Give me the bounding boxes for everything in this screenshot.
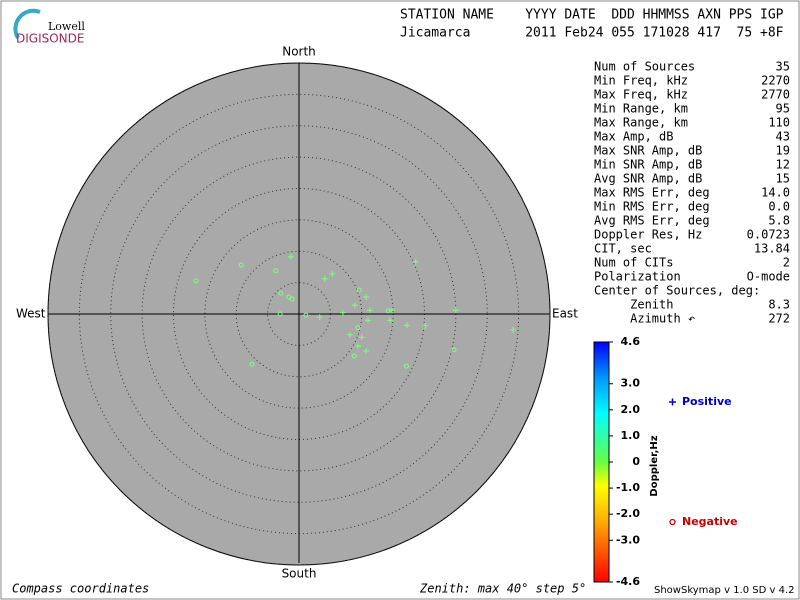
point-circle [451,347,457,353]
colorbar-tick-label: -4.6 [616,575,640,588]
stat-value: 15 [776,172,790,186]
point-circle [355,325,361,331]
colorbar-tick-label: 4.6 [621,335,641,348]
point-circle [273,268,279,274]
point-plus [412,258,419,265]
point-plus [452,307,459,314]
stat-value: 0.0 [768,200,790,214]
point-plus [339,309,346,316]
stat-value: 272 [768,312,790,326]
point-circle [385,308,391,314]
stat-label: Num of Sources [594,60,695,74]
stat-label: Center of Sources, deg: [594,284,760,298]
stat-label: Zenith [594,298,673,312]
point-plus [287,253,294,260]
point-plus [422,322,429,329]
stat-label: Max Amp, dB [594,130,673,144]
stat-label: Max Range, km [594,116,688,130]
legend-label: Positive [682,395,732,408]
stat-label: Min SNR Amp, dB [594,158,702,172]
dir-west: West [16,307,46,321]
point-circle [356,287,362,293]
stat-value: 43 [776,130,790,144]
header-values: Jicamarca 2011 Feb24 055 171028 417 75 +… [400,26,784,41]
stat-label: Max Freq, kHz [594,88,688,102]
dir-south: South [282,567,317,581]
stat-value: 2270 [761,74,790,88]
stat-label: Min RMS Err, deg [594,200,710,214]
point-plus [351,302,358,309]
stat-label: Avg SNR Amp, dB [594,172,702,186]
point-circle [249,361,255,367]
point-plus [365,317,372,324]
point-plus [354,343,361,350]
legend-label: Negative [682,515,738,528]
colorbar-tick-label: -2.0 [616,507,640,520]
point-plus [509,326,516,333]
dir-north: North [282,45,316,59]
stat-value: 2770 [761,88,790,102]
footer-left: Compass coordinates [12,582,149,596]
footer-center: Zenith: max 40° step 5° [419,582,586,596]
colorbar-tick-label: -1.0 [616,481,640,494]
stat-label: Avg RMS Err, deg [594,214,710,228]
stat-value: 2 [783,256,790,270]
stat-value: 8.3 [768,298,790,312]
header-columns: STATION NAME YYYY DATE DDD HHMMSS AXN PP… [400,8,784,23]
colorbar-tick-label: 3.0 [621,377,641,390]
stat-label: Polarization [594,270,681,284]
colorbar-label: Doppler,Hz [649,435,660,496]
point-plus [316,314,323,321]
stat-label: CIT, sec [594,242,652,256]
point-circle [193,278,199,284]
point-plus [363,294,370,301]
point-plus [329,270,336,277]
stat-label: Doppler Res, Hz [594,228,702,242]
stat-value: 5.8 [768,214,790,228]
stat-label: Num of CITs [594,256,673,270]
colorbar-tick-label: 1.0 [621,429,641,442]
colorbar-tick-label: -3.0 [616,533,640,546]
logo-arc [13,8,41,40]
logo-top: Lowell [48,20,85,33]
dir-east: East [552,307,578,321]
point-circle [351,353,357,359]
footer-right: ShowSkymap v 1.0 SD v 4.2 [654,585,794,596]
stat-value: 110 [768,116,790,130]
legend-marker [669,398,676,406]
stat-value: 14.0 [761,186,790,200]
point-plus [346,331,353,338]
stat-value: 0.0723 [747,228,790,242]
stat-label: Max SNR Amp, dB [594,144,702,158]
point-circle [277,311,283,317]
point-circle [278,290,284,296]
stat-value: 12 [776,158,790,172]
point-circle [303,312,309,318]
stat-label: Min Freq, kHz [594,74,688,88]
stat-value: O-mode [747,270,790,284]
point-plus [366,307,373,314]
stat-label: Min Range, km [594,102,688,116]
point-plus [403,322,410,329]
stat-value: 35 [776,60,790,74]
colorbar-tick-label: 0 [632,455,640,468]
point-plus [321,275,328,282]
stat-value: 95 [776,102,790,116]
point-plus [363,348,370,355]
colorbar [593,341,610,583]
point-circle [289,296,295,302]
stat-value: 19 [776,144,790,158]
point-circle [238,262,244,268]
colorbar-tick-label: 2.0 [621,403,641,416]
point-plus [386,317,393,324]
point-circle [403,363,409,369]
stat-label: Max RMS Err, deg [594,186,710,200]
stat-label: Azimuth ↶ [594,312,695,326]
logo-bottom: DIGISONDE [16,32,84,46]
legend-marker [669,518,676,526]
stat-value: 13.84 [754,242,790,256]
point-plus [358,334,365,341]
